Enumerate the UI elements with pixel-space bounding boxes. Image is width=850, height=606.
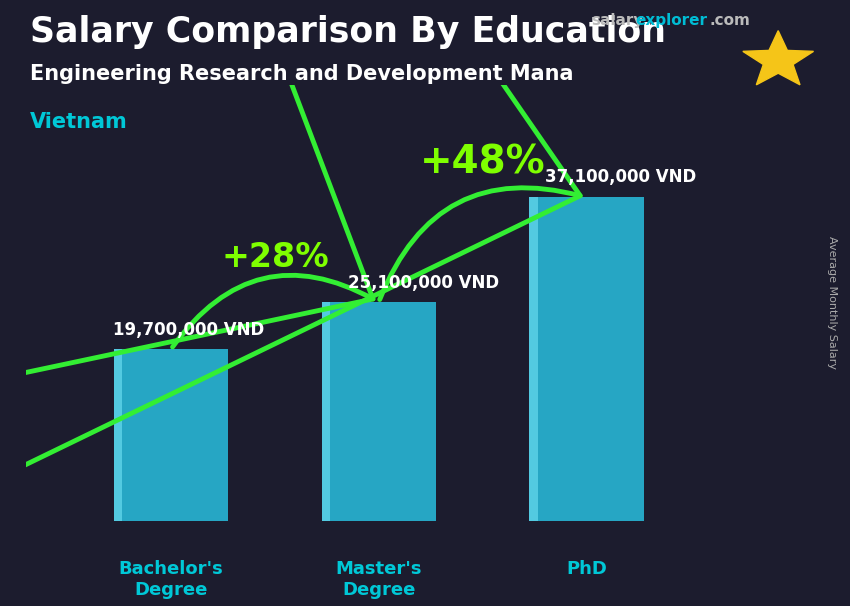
Text: explorer: explorer bbox=[635, 13, 707, 28]
Bar bbox=[114, 349, 122, 521]
Bar bbox=[530, 198, 538, 521]
FancyArrowPatch shape bbox=[0, 0, 373, 431]
Text: +28%: +28% bbox=[221, 241, 329, 274]
Text: Vietnam: Vietnam bbox=[30, 112, 127, 132]
Bar bbox=[321, 302, 330, 521]
Text: 37,100,000 VND: 37,100,000 VND bbox=[545, 168, 696, 186]
Text: +48%: +48% bbox=[420, 144, 546, 182]
Text: .com: .com bbox=[710, 13, 751, 28]
Bar bbox=[114, 349, 228, 521]
Text: 25,100,000 VND: 25,100,000 VND bbox=[348, 274, 499, 291]
Polygon shape bbox=[743, 31, 813, 85]
Text: Bachelor's
Degree: Bachelor's Degree bbox=[118, 561, 224, 599]
FancyArrowPatch shape bbox=[4, 0, 581, 475]
Bar bbox=[530, 198, 643, 521]
Text: 19,700,000 VND: 19,700,000 VND bbox=[113, 321, 264, 339]
Text: PhD: PhD bbox=[566, 561, 607, 579]
Text: Salary Comparison By Education: Salary Comparison By Education bbox=[30, 15, 666, 49]
Text: Master's
Degree: Master's Degree bbox=[336, 561, 422, 599]
Text: Engineering Research and Development Mana: Engineering Research and Development Man… bbox=[30, 64, 573, 84]
Text: Average Monthly Salary: Average Monthly Salary bbox=[827, 236, 837, 370]
Bar bbox=[321, 302, 436, 521]
Text: salary: salary bbox=[591, 13, 643, 28]
